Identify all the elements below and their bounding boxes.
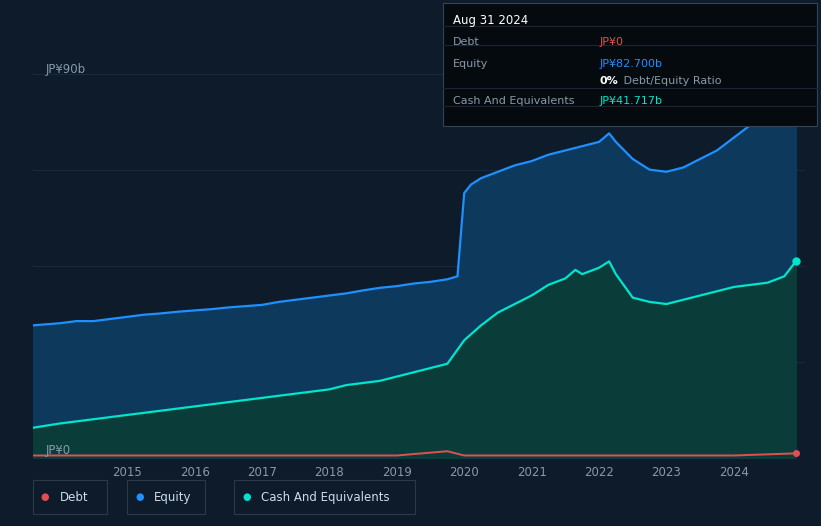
Text: JP¥82.700b: JP¥82.700b bbox=[599, 59, 663, 69]
Text: 0%: 0% bbox=[599, 76, 618, 86]
Text: ●: ● bbox=[135, 492, 144, 502]
Text: Equity: Equity bbox=[154, 491, 192, 503]
Text: ●: ● bbox=[41, 492, 49, 502]
Text: Cash And Equivalents: Cash And Equivalents bbox=[261, 491, 390, 503]
Text: ●: ● bbox=[242, 492, 250, 502]
Text: JP¥41.717b: JP¥41.717b bbox=[599, 96, 663, 106]
Text: Debt: Debt bbox=[453, 37, 480, 47]
Text: Aug 31 2024: Aug 31 2024 bbox=[453, 14, 529, 27]
Text: JP¥0: JP¥0 bbox=[45, 444, 71, 458]
Text: Equity: Equity bbox=[453, 59, 488, 69]
Text: JP¥90b: JP¥90b bbox=[45, 63, 85, 76]
Text: JP¥0: JP¥0 bbox=[599, 37, 623, 47]
Text: Debt: Debt bbox=[60, 491, 89, 503]
Text: Debt/Equity Ratio: Debt/Equity Ratio bbox=[620, 76, 722, 86]
Text: Cash And Equivalents: Cash And Equivalents bbox=[453, 96, 575, 106]
